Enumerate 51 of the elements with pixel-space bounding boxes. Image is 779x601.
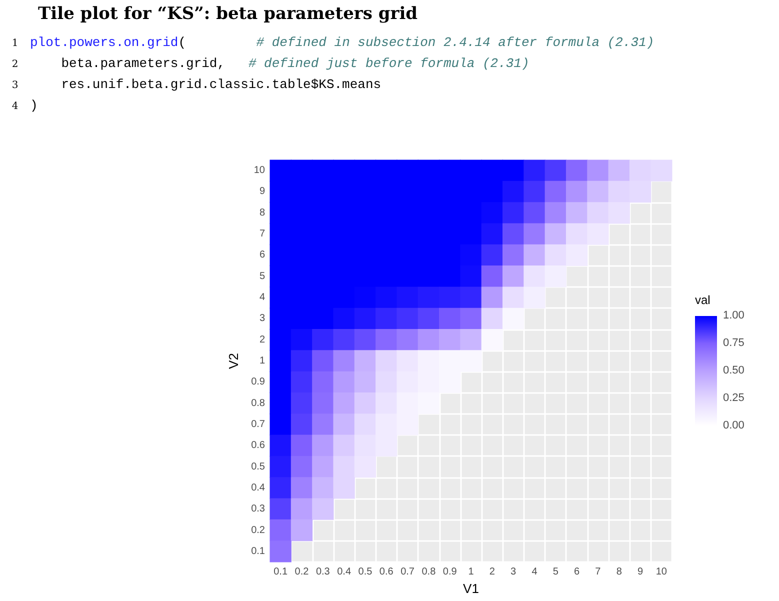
text: 2 beta.parameters.grid, # defined just before formula (2.31) [12, 56, 530, 71]
color-bar-label: 0.75 [723, 337, 744, 349]
x-tick-label: 6 [574, 566, 580, 578]
y-tick-label: 0.6 [251, 440, 266, 452]
y-tick-label: 10 [254, 165, 266, 176]
y-tick-label: 0.4 [251, 482, 266, 494]
text: 3 res.unif.beta.grid.classic.table$KS.means [12, 77, 382, 92]
y-tick-label: 7 [259, 228, 266, 240]
y-tick-label: 9 [259, 186, 266, 198]
text: 4 ) [10, 98, 38, 113]
x-tick-label: 0.5 [358, 566, 373, 578]
x-tick-label: 4 [532, 566, 538, 578]
x-tick-label: 5 [552, 566, 559, 578]
y-tick-label: 3 [259, 313, 266, 324]
x-tick-label: 10 [656, 566, 668, 578]
color-bar-label: 0.50 [723, 364, 744, 376]
x-axis-title: V1 [463, 581, 479, 596]
y-tick-label: 8 [259, 207, 266, 218]
y-tick-label: 0.8 [251, 398, 266, 409]
x-tick-label: 2 [489, 566, 496, 578]
color-bar-label: 0.25 [723, 392, 744, 404]
text: 1 plot.powers.on.grid( # defined in subsection 2.4.14 after formula (2.31) [12, 35, 654, 50]
y-tick-label: 0.2 [251, 524, 266, 536]
x-tick-label: 0.8 [422, 566, 436, 578]
chart-title: Tile plot for “KS”: beta parameters grid [38, 4, 418, 24]
legend-title: val [695, 293, 710, 307]
x-tick-label: 0.4 [337, 566, 352, 578]
y-tick-label: 4 [259, 292, 266, 304]
y-tick-label: 0.3 [251, 504, 266, 515]
color-bar-label: 0.00 [723, 420, 744, 432]
x-tick-label: 1 [468, 566, 474, 578]
color-bar-label: 1.00 [723, 310, 744, 322]
y-tick-label: 6 [259, 250, 266, 261]
y-tick-label: 0.7 [251, 418, 266, 430]
x-tick-label: 8 [616, 566, 622, 578]
y-tick-label: 1 [259, 356, 266, 366]
x-tick-label: 0.9 [442, 566, 458, 578]
x-tick-label: 9 [637, 566, 644, 578]
x-tick-label: 0.6 [379, 566, 394, 578]
y-tick-label: 5 [259, 270, 266, 282]
y-tick-label: 0.9 [251, 376, 266, 388]
x-tick-label: 7 [595, 566, 602, 578]
y-tick-label: 0.5 [251, 461, 266, 472]
x-tick-label: 0.1 [274, 566, 288, 578]
y-axis-title: V2 [226, 353, 241, 369]
x-tick-label: 0.7 [400, 566, 415, 578]
x-tick-label: 0.3 [316, 566, 330, 578]
y-tick-label: 0.1 [251, 546, 266, 557]
x-tick-label: 3 [510, 566, 517, 578]
y-tick-label: 2 [259, 334, 266, 346]
x-tick-label: 0.2 [294, 566, 310, 578]
